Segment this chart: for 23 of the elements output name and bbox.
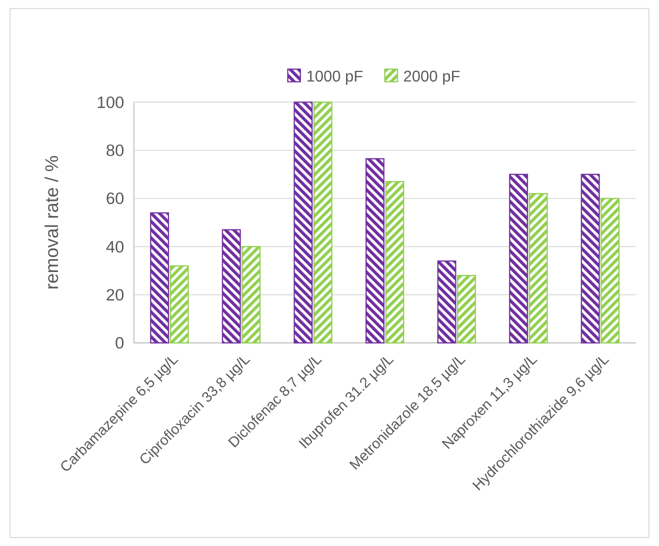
y-tick-label: 60	[106, 190, 124, 208]
legend-label: 1000 pF	[306, 68, 364, 86]
y-tick-label: 40	[106, 238, 124, 256]
y-axis-title: removal rate / %	[41, 155, 62, 290]
bar	[509, 174, 528, 344]
bar	[242, 246, 261, 344]
y-tick-label: 20	[106, 286, 124, 305]
bar	[222, 229, 241, 344]
bar	[170, 265, 189, 344]
y-tick-label: 0	[115, 334, 124, 353]
y-tick-label: 80	[106, 142, 124, 160]
bar	[437, 260, 456, 344]
bar	[294, 102, 313, 344]
bar	[457, 274, 476, 344]
bar	[150, 212, 170, 344]
bar	[385, 181, 404, 344]
bar	[580, 174, 600, 344]
legend-label: 2000 pF	[403, 68, 460, 86]
y-tick-label: 100	[96, 94, 124, 112]
bar	[365, 158, 384, 344]
bar	[600, 198, 620, 344]
bar	[313, 102, 332, 344]
bar	[528, 193, 548, 344]
